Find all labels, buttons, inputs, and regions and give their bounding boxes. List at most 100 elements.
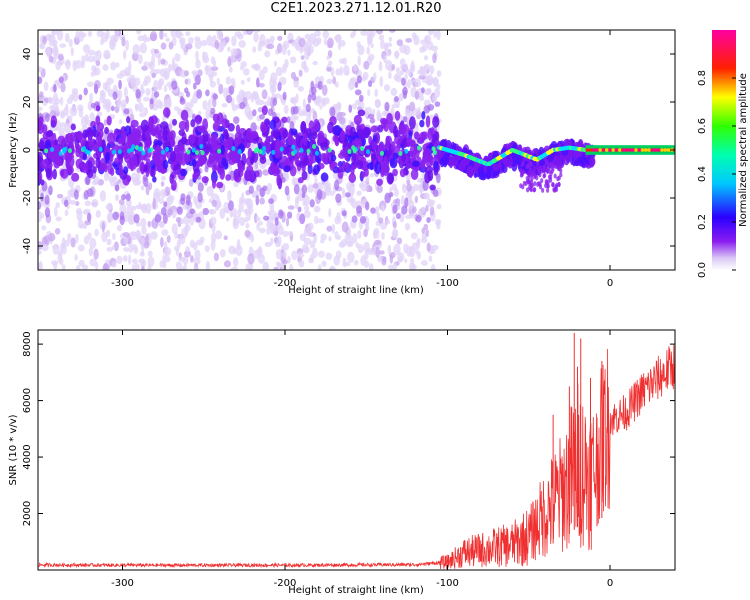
noise-speckle xyxy=(113,241,119,252)
noise-speckle xyxy=(274,216,279,226)
noise-speckle xyxy=(238,40,246,48)
noise-speckle xyxy=(313,205,321,213)
noise-speckle xyxy=(188,178,194,188)
noise-speckle xyxy=(410,232,418,240)
noise-speckle xyxy=(106,212,114,223)
noise-speckle xyxy=(274,223,279,232)
noise-speckle xyxy=(284,185,290,196)
noise-speckle xyxy=(121,36,126,47)
band-mark xyxy=(154,126,160,139)
band-mark xyxy=(377,124,384,133)
band-peak xyxy=(131,144,136,150)
noise-speckle xyxy=(307,230,314,238)
noise-speckle xyxy=(381,204,385,211)
noise-speckle xyxy=(197,182,204,192)
noise-speckle xyxy=(110,61,117,71)
noise-speckle xyxy=(102,263,110,270)
noise-speckle xyxy=(299,233,307,242)
noise-speckle xyxy=(197,111,202,116)
noise-speckle xyxy=(234,31,242,38)
carrier-dot xyxy=(608,148,612,152)
noise-speckle xyxy=(277,225,284,236)
noise-speckle xyxy=(131,258,138,265)
noise-speckle xyxy=(353,63,358,72)
band-mark xyxy=(427,127,433,141)
line-spread xyxy=(527,174,531,180)
noise-speckle xyxy=(259,113,265,120)
band-peak xyxy=(365,149,370,155)
band-mark xyxy=(313,119,320,132)
noise-speckle xyxy=(155,85,163,91)
noise-speckle xyxy=(312,183,319,189)
noise-speckle xyxy=(44,194,50,205)
noise-speckle xyxy=(348,104,353,113)
line-spread xyxy=(543,164,547,170)
noise-speckle xyxy=(188,36,194,45)
noise-speckle xyxy=(343,64,350,76)
noise-speckle xyxy=(151,72,156,79)
band-mark xyxy=(104,126,110,135)
noise-speckle xyxy=(316,189,323,201)
noise-speckle xyxy=(409,101,416,112)
noise-speckle xyxy=(109,39,114,50)
noise-speckle xyxy=(189,255,194,263)
noise-speckle xyxy=(162,67,170,79)
noise-speckle xyxy=(123,108,130,115)
band-mark xyxy=(369,161,375,171)
noise-speckle xyxy=(420,260,428,266)
line-spread xyxy=(556,166,561,172)
noise-speckle xyxy=(317,264,322,270)
noise-speckle xyxy=(164,255,171,263)
spectrogram-axes: -300 -200 -100 0 40 20 0 -20 -40 xyxy=(22,30,675,289)
x-tick-label: -300 xyxy=(111,278,134,289)
band-mark xyxy=(175,152,182,162)
noise-speckle xyxy=(208,208,214,215)
noise-speckle xyxy=(53,206,58,217)
band-mark xyxy=(432,116,440,128)
noise-speckle xyxy=(124,236,128,245)
noise-speckle xyxy=(112,91,118,100)
band-mark xyxy=(92,166,97,174)
band-mark xyxy=(290,128,298,136)
noise-speckle xyxy=(141,265,145,270)
noise-speckle xyxy=(347,80,355,91)
noise-speckle xyxy=(267,108,274,116)
noise-speckle xyxy=(255,216,261,222)
line-spread xyxy=(531,171,535,177)
noise-speckle xyxy=(131,263,135,270)
noise-speckle xyxy=(82,210,89,215)
noise-speckle xyxy=(112,232,116,241)
noise-speckle xyxy=(56,30,64,41)
band-mark xyxy=(371,140,377,151)
line-spread xyxy=(442,153,450,166)
noise-speckle xyxy=(157,54,161,66)
noise-speckle xyxy=(43,81,49,92)
band-mark xyxy=(374,161,382,175)
band-peak xyxy=(147,148,152,154)
noise-speckle xyxy=(93,248,99,260)
line-spread xyxy=(545,187,550,193)
noise-speckle xyxy=(405,37,413,43)
noise-speckle xyxy=(219,248,226,258)
band-peak xyxy=(98,146,103,152)
noise-speckle xyxy=(257,44,262,52)
line-spread xyxy=(492,171,497,178)
noise-speckle xyxy=(212,60,217,67)
band-mark xyxy=(40,159,49,169)
noise-speckle xyxy=(142,174,148,182)
noise-speckle xyxy=(341,221,349,233)
noise-speckle xyxy=(241,192,245,204)
carrier-dot xyxy=(640,148,645,152)
noise-speckle xyxy=(106,246,114,252)
noise-speckle xyxy=(231,35,237,47)
noise-speckle xyxy=(70,47,74,57)
noise-speckle xyxy=(69,105,78,117)
band-mark xyxy=(371,153,377,160)
noise-speckle xyxy=(38,76,43,85)
line-spread xyxy=(539,165,543,171)
noise-speckle xyxy=(407,78,412,90)
band-mark xyxy=(425,154,433,163)
noise-speckle xyxy=(283,104,289,114)
noise-speckle xyxy=(205,260,211,270)
noise-speckle xyxy=(54,43,58,54)
